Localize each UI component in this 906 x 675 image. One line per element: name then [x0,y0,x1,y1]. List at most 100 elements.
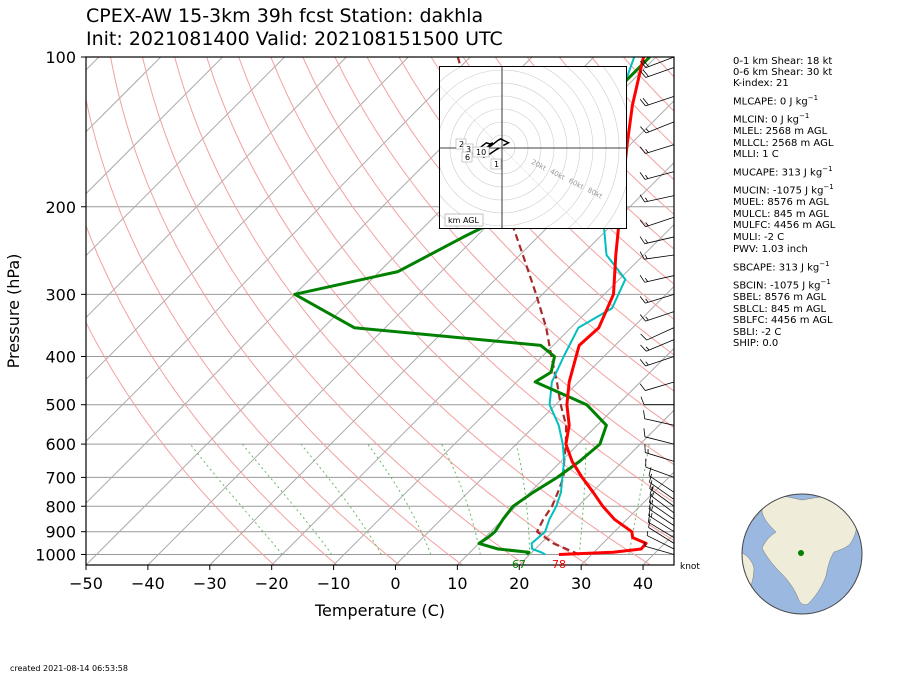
barb-staff [644,195,675,203]
dry-adiabat [238,57,674,542]
barb-half [651,506,653,511]
barb-staff [644,275,675,283]
index-label: SBLCL: 845 m AGL [733,304,827,315]
isotherm [457,347,674,565]
isotherm [86,57,162,133]
index-row: SBEL: 8576 m AGL [733,292,826,303]
barb-flag [639,219,646,228]
barb-half [652,492,654,497]
barb-staff [648,508,675,526]
wind-barb [649,473,675,500]
barb-staff [645,216,675,228]
barb-staff [644,171,675,180]
index-row: SBLCL: 845 m AGL [733,304,826,315]
dry-adiabat [86,97,400,565]
wind-barb [640,396,674,406]
barb-half [650,512,653,518]
wind-barb [639,251,675,260]
barb-flag [640,126,647,134]
index-unit-exponent: −1 [822,165,833,173]
barb-flag [639,274,646,283]
barb-staff [645,381,675,391]
moist-adiabat [367,443,432,555]
dry-adiabat [430,57,674,320]
index-row: SBCAPE: 313 J kg−1 [733,259,830,273]
barb-staff [649,494,675,514]
barb-staff [644,418,675,426]
isotherm [86,57,347,319]
barb-staff [645,144,675,154]
moist-adiabat [578,444,587,555]
x-tick-label: 10 [447,574,467,593]
wind-barb [644,541,675,555]
barb-staff [648,515,675,533]
temperature-line [558,57,648,556]
x-axis-label: Temperature (C) [314,601,445,620]
hodograph-ring-label: 20kt [530,158,548,173]
wind-barb [649,486,675,514]
barb-half [651,499,654,505]
index-unit-exponent: −1 [823,183,834,191]
barb-flag [643,428,646,437]
barb-staff [649,481,675,500]
index-unit-exponent: −1 [819,260,830,268]
wind-barb [649,480,675,507]
hodograph-ring-label: 80kt [586,186,604,201]
y-tick-label: 1000 [35,545,76,564]
index-label: SBLI: -2 C [733,327,782,338]
index-label: MLEL: 2568 m AGL [733,126,828,137]
isotherm [518,409,674,565]
barb-staff [649,501,675,520]
barb-staff [645,121,675,134]
wind-barb [640,56,675,69]
index-row: MLCAPE: 0 J kg−1 [733,93,818,107]
wind-barb [639,293,675,304]
virtual_temperature-line [530,57,636,556]
hodograph-height-label: 3 [466,145,471,154]
index-row: 0-6 km Shear: 30 kt [733,67,832,78]
barb-staff [648,521,675,538]
moist-adiabat [241,443,333,555]
isotherm [209,100,674,565]
index-unit-exponent: −1 [820,278,831,286]
index-label: 0-6 km Shear: 30 kt [733,67,833,78]
index-label: MULI: -2 C [733,232,785,243]
wind-barb [640,327,675,341]
y-axis-label: Pressure (hPa) [4,254,23,369]
wind-barb [648,500,675,526]
wind-barb [639,381,675,391]
dry-adiabat [366,57,674,392]
barb-half [644,277,649,282]
dry-adiabat [334,57,674,429]
x-tick-label: −50 [69,574,103,593]
barb-half [644,239,649,244]
wind-barb [643,410,675,426]
barb-flag [639,296,646,304]
y-tick-label: 800 [45,497,76,516]
y-tick-label: 900 [45,523,76,542]
isotherm [580,471,674,565]
station-marker [798,550,804,556]
barb-flag [640,344,647,352]
barb-staff [645,67,675,78]
barb-flag [648,500,652,510]
y-tick-label: 300 [45,285,76,304]
barb-half [645,222,649,227]
barb-flag [639,314,646,322]
x-tick-label: 40 [633,574,653,593]
barb-flag [639,251,645,260]
index-row: MULCL: 845 m AGL [733,209,829,220]
index-row: SBCIN: -1075 J kg−1 [733,277,831,291]
isotherm [86,57,223,195]
barb-flag [639,359,646,367]
x-tick-label: −20 [255,574,289,593]
barb-half [645,149,649,153]
y-tick-label: 500 [45,396,76,415]
x-tick-label: −40 [131,574,165,593]
index-row: MLEL: 2568 m AGL [733,126,827,137]
isotherm [86,57,409,381]
barb-half [644,254,648,259]
index-label: SHIP: 0.0 [733,338,779,349]
wind-barb [639,311,675,322]
hodograph-ring-label: 60kt [567,177,585,192]
